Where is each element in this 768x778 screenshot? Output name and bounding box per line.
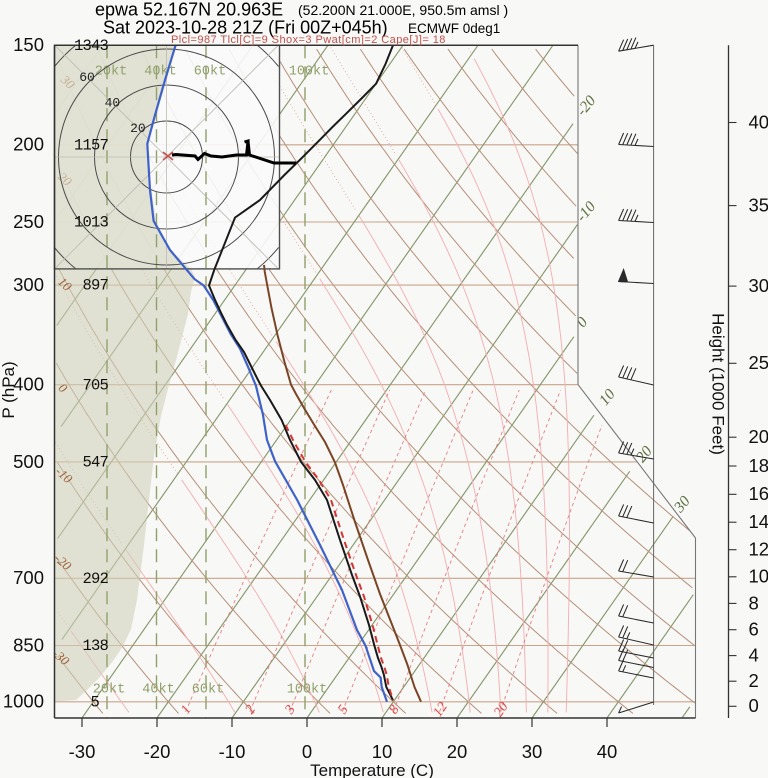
svg-text:1157: 1157 — [74, 136, 109, 154]
svg-text:10: 10 — [749, 566, 768, 587]
svg-text:700: 700 — [13, 567, 44, 588]
svg-text:35: 35 — [749, 194, 768, 215]
svg-text:-10: -10 — [219, 741, 246, 762]
svg-text:4: 4 — [749, 644, 759, 665]
svg-text:40: 40 — [105, 95, 121, 110]
svg-text:300: 300 — [13, 274, 44, 295]
svg-text:500: 500 — [13, 451, 44, 472]
svg-text:14: 14 — [749, 511, 768, 532]
svg-text:-20: -20 — [144, 741, 171, 762]
svg-text:Plcl=987 Tlcl[C]=9 Shox=3 Pwat: Plcl=987 Tlcl[C]=9 Shox=3 Pwat[cm]=2 Cap… — [171, 34, 446, 46]
svg-text:40: 40 — [597, 741, 618, 762]
svg-text:30: 30 — [749, 275, 768, 296]
svg-text:8: 8 — [749, 592, 759, 613]
svg-text:292: 292 — [82, 570, 108, 588]
svg-text:60kt: 60kt — [192, 683, 224, 698]
svg-text:1343: 1343 — [74, 37, 109, 55]
svg-text:Height (1000 Feet): Height (1000 Feet) — [709, 313, 728, 455]
svg-text:Temperature (C): Temperature (C) — [310, 761, 434, 778]
svg-text:100kt: 100kt — [287, 683, 328, 698]
svg-text:5: 5 — [90, 693, 99, 711]
svg-text:ECMWF 0deg1: ECMWF 0deg1 — [408, 21, 500, 36]
svg-text:P (hPa): P (hPa) — [0, 361, 18, 418]
svg-text:-30: -30 — [69, 741, 96, 762]
svg-text:25: 25 — [749, 352, 768, 373]
svg-text:12: 12 — [749, 539, 768, 560]
svg-text:20: 20 — [749, 426, 768, 447]
svg-text:250: 250 — [13, 211, 44, 232]
svg-text:150: 150 — [13, 34, 44, 55]
svg-text:1000: 1000 — [3, 691, 44, 712]
svg-text:200: 200 — [13, 134, 44, 155]
svg-text:60kt: 60kt — [194, 65, 226, 80]
svg-text:epwa 52.167N 20.963E: epwa 52.167N 20.963E — [95, 0, 283, 20]
svg-text:30: 30 — [522, 741, 543, 762]
svg-text:18: 18 — [749, 455, 768, 476]
svg-text:850: 850 — [13, 634, 44, 655]
svg-text:20: 20 — [447, 741, 468, 762]
svg-text:20kt: 20kt — [93, 683, 125, 698]
svg-text:60: 60 — [79, 70, 95, 85]
svg-text:897: 897 — [82, 277, 108, 295]
svg-text:547: 547 — [82, 453, 108, 471]
svg-text:40: 40 — [749, 111, 768, 132]
svg-text:40kt: 40kt — [142, 683, 174, 698]
svg-text:20kt: 20kt — [95, 65, 127, 80]
svg-text:Sat 2023-10-28 21Z (Fri 00Z+04: Sat 2023-10-28 21Z (Fri 00Z+045h) — [103, 18, 388, 38]
svg-text:100kt: 100kt — [289, 65, 330, 80]
svg-text:138: 138 — [82, 637, 108, 655]
svg-text:2: 2 — [749, 670, 759, 691]
svg-text:400: 400 — [13, 374, 44, 395]
svg-text:0: 0 — [302, 741, 312, 762]
svg-text:705: 705 — [82, 376, 108, 394]
svg-text:20: 20 — [130, 121, 146, 136]
svg-text:0: 0 — [749, 695, 759, 716]
svg-text:(52.200N 21.000E, 950.5m amsl: (52.200N 21.000E, 950.5m amsl ) — [298, 2, 508, 18]
svg-text:1013: 1013 — [74, 214, 109, 232]
svg-text:16: 16 — [749, 483, 768, 504]
svg-text:40kt: 40kt — [144, 65, 176, 80]
svg-text:6: 6 — [749, 619, 759, 640]
svg-text:10: 10 — [372, 741, 393, 762]
